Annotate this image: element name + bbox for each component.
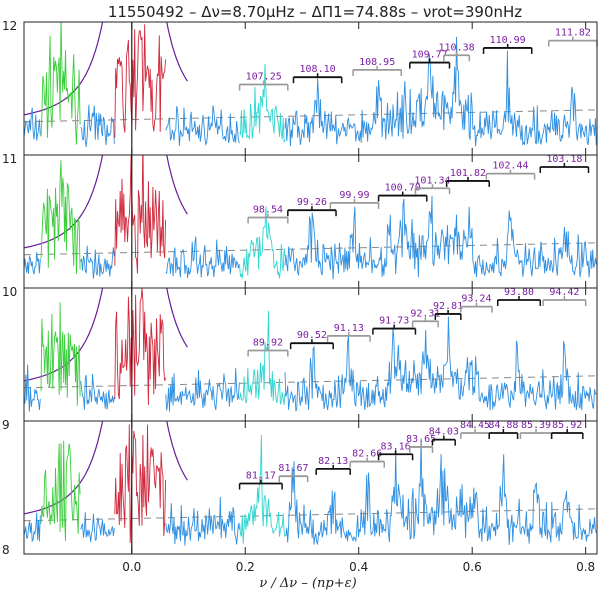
spectrum-segment-5 (239, 64, 286, 143)
spectrum-segment-0 (24, 252, 41, 275)
period-label: 107.25 (246, 72, 282, 83)
period-label: 82.66 (352, 449, 382, 460)
period-label: 84.45 (460, 420, 490, 431)
y-tick-label: 10 (2, 285, 17, 299)
period-label: 99.99 (339, 190, 369, 201)
y-tick-label: 9 (2, 418, 10, 432)
spectrum-segment-6 (284, 195, 597, 280)
panel-frame (23, 420, 598, 555)
spectrum-segment-1 (40, 302, 81, 406)
spectrum-segment-2 (80, 245, 115, 279)
spectrum-segment-5 (239, 206, 286, 279)
period-label: 93.80 (504, 287, 534, 298)
spectrum-segment-4 (165, 368, 240, 412)
spectrum-segment-2 (80, 104, 115, 147)
spectrum-segment-3 (114, 24, 167, 138)
panel-plot-area (24, 288, 597, 412)
x-tick-label: 0.4 (349, 560, 368, 574)
background-fit-line (24, 375, 597, 389)
spectrum-segment-4 (165, 105, 240, 146)
period-label: 102.44 (492, 161, 528, 172)
period-label: 84.88 (488, 420, 518, 431)
period-label: 111.82 (555, 28, 591, 39)
period-label: 108.95 (359, 57, 395, 68)
spectrum-segment-1 (40, 22, 81, 145)
period-label: 100.70 (385, 183, 421, 194)
spectrum-segment-6 (284, 36, 597, 147)
period-label: 91.13 (334, 323, 364, 334)
period-label: 94.42 (549, 287, 579, 298)
l0-envelope-curve (24, 155, 188, 249)
y-tick-label: 12 (2, 19, 17, 33)
panel-plot-area (24, 22, 597, 147)
period-label: 110.38 (439, 42, 475, 53)
spectrum-segment-2 (80, 373, 115, 410)
spectrum-segment-4 (165, 236, 240, 279)
x-tick-label: 0.2 (236, 560, 255, 574)
period-label: 92.81 (433, 301, 463, 312)
spectrum-segment-4 (165, 496, 240, 546)
l0-envelope-curve (24, 288, 188, 382)
x-tick-label: 0.0 (122, 560, 141, 574)
period-label: 84.03 (429, 427, 459, 438)
x-tick-label: 0.6 (463, 560, 482, 574)
spectrum-segment-6 (284, 316, 597, 412)
x-tick-label: 0.8 (576, 560, 595, 574)
period-label: 89.92 (253, 338, 283, 349)
period-label: 108.10 (300, 64, 336, 75)
spectrum-segment-5 (239, 310, 286, 405)
spectrum-segment-1 (40, 440, 81, 542)
period-label: 109.77 (412, 50, 448, 61)
x-axis-label: ν / Δν – (np+ε) (259, 576, 356, 591)
period-label: 98.54 (253, 205, 283, 216)
panel-plot-area (24, 421, 597, 546)
period-label: 99.26 (297, 197, 327, 208)
period-label: 85.39 (521, 420, 551, 431)
x-axis-ticks: 0.0 0.2 0.4 0.6 0.8 (122, 560, 595, 574)
spectrum-segment-3 (114, 155, 167, 274)
period-label: 81.67 (278, 463, 308, 474)
panel-plot-area (24, 155, 597, 280)
spectrum-segment-0 (24, 107, 41, 141)
period-label: 103.18 (546, 154, 582, 165)
spectrum-segment-3 (114, 288, 167, 406)
spectrum-segment-0 (24, 512, 41, 543)
spectrum-segment-6 (285, 438, 597, 546)
period-label: 93.24 (461, 294, 491, 305)
period-label: 90.52 (297, 330, 327, 341)
l0-envelope-curve (24, 421, 188, 515)
period-label: 81.17 (246, 471, 276, 482)
y-tick-label: 11 (2, 152, 17, 166)
spectrum-segment-0 (24, 364, 41, 412)
spectrum-segment-2 (80, 512, 115, 543)
period-label: 92.31 (410, 308, 440, 319)
period-label: 82.13 (318, 456, 348, 467)
period-label: 110.99 (490, 35, 526, 46)
spectrum-segment-1 (40, 160, 81, 275)
y-tick-label: 8 (2, 543, 10, 557)
period-label: 85.92 (552, 420, 582, 431)
period-label: 101.34 (414, 175, 450, 186)
chart-title: 11550492 – Δν=8.70μHz – ΔΠ1=74.88s – νro… (108, 3, 522, 21)
period-label: 83.65 (406, 434, 436, 445)
period-label: 101.82 (450, 168, 486, 179)
spectrum-segment-5 (239, 434, 286, 544)
period-label: 91.73 (379, 316, 409, 327)
period-label: 83.16 (381, 441, 411, 452)
spectrum-segment-3 (114, 424, 167, 543)
